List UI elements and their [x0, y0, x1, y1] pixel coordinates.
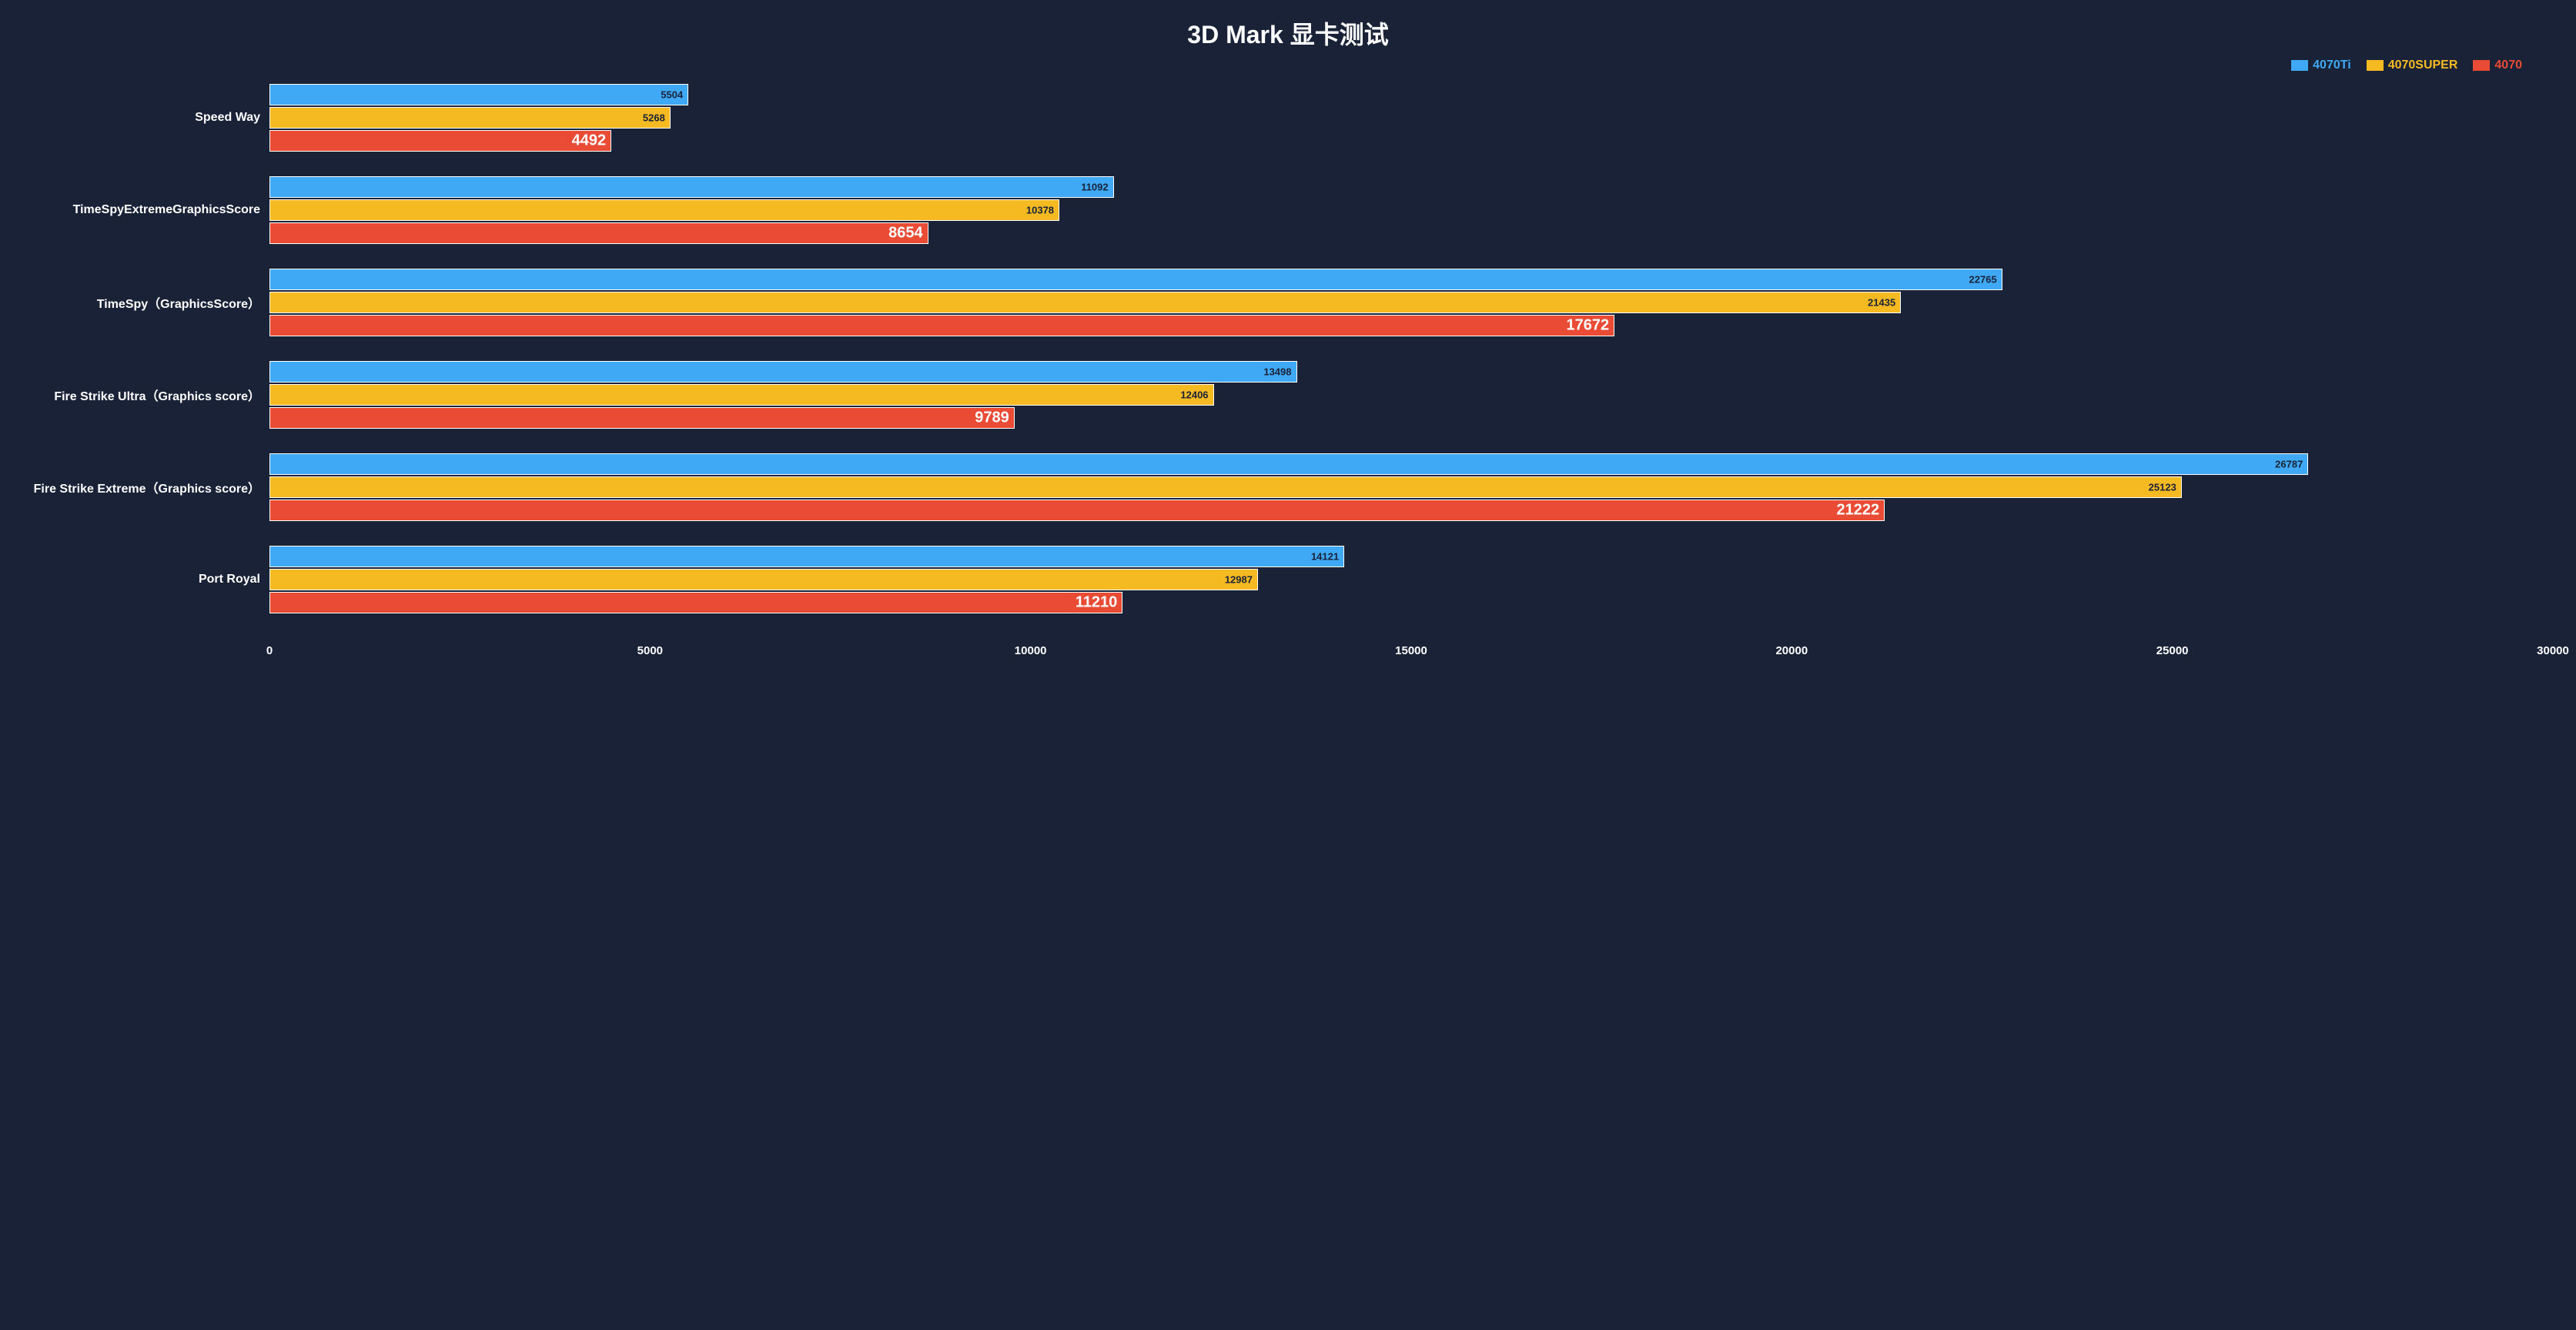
plot-area: Speed Way 5504 5268 4492 TimeSpyExtremeGraph… — [23, 84, 2553, 613]
bar: 12406 — [269, 384, 1214, 406]
bar: 21222 — [269, 500, 1885, 521]
bar-row: 13498 — [269, 361, 2553, 383]
bar: 5504 — [269, 84, 688, 105]
bars-column: 14121 12987 11210 — [269, 546, 2553, 613]
bar-row: 22765 — [269, 269, 2553, 290]
category-group: TimeSpyExtremeGraphicsScore 11092 10378 865… — [23, 176, 2553, 244]
bar: 14121 — [269, 546, 1344, 567]
bar: 17672 — [269, 315, 1614, 336]
bar-row: 10378 — [269, 199, 2553, 221]
category-label: Port Royal — [23, 573, 269, 586]
legend-swatch — [2367, 60, 2384, 71]
legend-swatch — [2473, 60, 2490, 71]
category-group: TimeSpy（GraphicsScore） 22765 21435 17672 — [23, 269, 2553, 336]
chart-title: 3D Mark 显卡测试 — [23, 15, 2553, 51]
x-axis: 050001000015000200002500030000 — [269, 638, 2553, 661]
bar: 11092 — [269, 176, 1114, 198]
legend-label: 4070Ti — [2313, 58, 2351, 72]
bar-value-label: 4492 — [572, 132, 607, 150]
category-label: TimeSpy（GraphicsScore） — [23, 293, 269, 312]
bar-row: 8654 — [269, 222, 2553, 244]
bar-value-label: 22765 — [1969, 274, 1997, 286]
x-axis-tick: 15000 — [1395, 644, 1427, 657]
legend-item: 4070 — [2473, 58, 2522, 72]
bar-row: 17672 — [269, 315, 2553, 336]
x-axis-tick: 20000 — [1775, 644, 1808, 657]
category-label: Speed Way — [23, 111, 269, 125]
legend-item: 4070Ti — [2291, 58, 2351, 72]
bar-value-label: 11210 — [1076, 594, 1118, 612]
x-axis-tick: 10000 — [1015, 644, 1047, 657]
bar-row: 11210 — [269, 592, 2553, 613]
bar-row: 26787 — [269, 453, 2553, 475]
bar-value-label: 10378 — [1026, 205, 1054, 216]
bar: 9789 — [269, 407, 1015, 429]
bar-row: 12406 — [269, 384, 2553, 406]
bar-row: 4492 — [269, 130, 2553, 152]
x-axis-tick: 30000 — [2537, 644, 2569, 657]
bar-value-label: 9789 — [975, 409, 1009, 427]
bar-value-label: 25123 — [2149, 482, 2176, 493]
legend-label: 4070 — [2494, 58, 2522, 72]
bar-row: 12987 — [269, 569, 2553, 590]
bar: 22765 — [269, 269, 2002, 290]
bar-value-label: 17672 — [1567, 317, 1610, 335]
category-group: Speed Way 5504 5268 4492 — [23, 84, 2553, 152]
chart-container: 3D Mark 显卡测试 4070Ti 4070SUPER 4070 Speed W… — [23, 15, 2553, 661]
legend-item: 4070SUPER — [2367, 58, 2458, 72]
bar-row: 5504 — [269, 84, 2553, 105]
bar: 21435 — [269, 292, 1901, 313]
bar-row: 11092 — [269, 176, 2553, 198]
bar: 5268 — [269, 107, 671, 129]
bar: 11210 — [269, 592, 1122, 613]
bars-column: 22765 21435 17672 — [269, 269, 2553, 336]
category-label: Fire Strike Extreme（Graphics score） — [23, 478, 269, 496]
category-group: Fire Strike Ultra（Graphics score） 13498 12… — [23, 361, 2553, 429]
bar: 10378 — [269, 199, 1059, 221]
bar-row: 21222 — [269, 500, 2553, 521]
bar-row: 14121 — [269, 546, 2553, 567]
bars-column: 13498 12406 9789 — [269, 361, 2553, 429]
bars-column: 5504 5268 4492 — [269, 84, 2553, 152]
category-label: TimeSpyExtremeGraphicsScore — [23, 203, 269, 217]
bar: 25123 — [269, 476, 2182, 498]
bar-value-label: 26787 — [2275, 459, 2303, 470]
category-label: Fire Strike Ultra（Graphics score） — [23, 386, 269, 404]
bar-value-label: 8654 — [888, 225, 923, 242]
bar: 8654 — [269, 222, 928, 244]
bar-row: 25123 — [269, 476, 2553, 498]
bar: 12987 — [269, 569, 1258, 590]
bar-row: 5268 — [269, 107, 2553, 129]
bar: 4492 — [269, 130, 611, 152]
bar-value-label: 11092 — [1081, 182, 1108, 193]
bar-value-label: 21222 — [1837, 502, 1880, 520]
category-group: Port Royal 14121 12987 11210 — [23, 546, 2553, 613]
bar-value-label: 5268 — [643, 112, 665, 124]
bar-value-label: 5504 — [661, 89, 683, 101]
bar-value-label: 12406 — [1180, 389, 1208, 401]
x-axis-tick: 0 — [266, 644, 273, 657]
bar-row: 9789 — [269, 407, 2553, 429]
bars-column: 11092 10378 8654 — [269, 176, 2553, 244]
bar: 26787 — [269, 453, 2308, 475]
bar-value-label: 12987 — [1225, 574, 1253, 586]
bar-row: 21435 — [269, 292, 2553, 313]
bar: 13498 — [269, 361, 1297, 383]
bar-value-label: 13498 — [1263, 366, 1291, 378]
bar-value-label: 14121 — [1311, 551, 1339, 563]
x-axis-tick: 5000 — [637, 644, 663, 657]
legend-swatch — [2291, 60, 2308, 71]
bars-column: 26787 25123 21222 — [269, 453, 2553, 521]
category-group: Fire Strike Extreme（Graphics score）26787… — [23, 453, 2553, 521]
legend-label: 4070SUPER — [2388, 58, 2458, 72]
bar-value-label: 21435 — [1868, 297, 1895, 309]
legend: 4070Ti 4070SUPER 4070 — [23, 58, 2553, 72]
x-axis-tick: 25000 — [2156, 644, 2189, 657]
